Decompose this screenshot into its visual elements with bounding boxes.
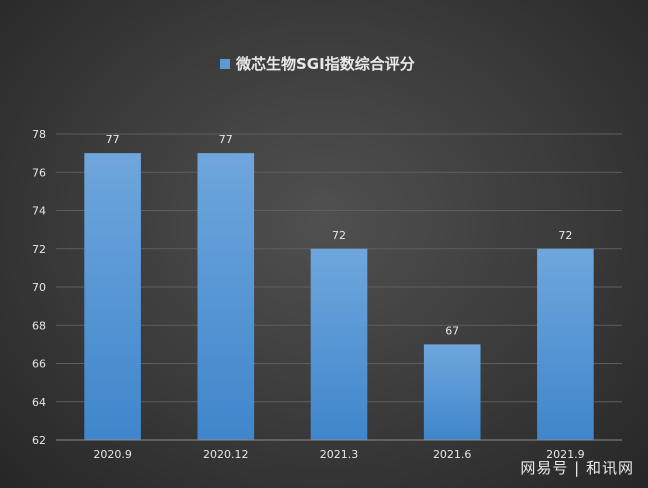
x-tick-label: 2021.3 [320, 448, 359, 461]
data-label: 67 [445, 324, 459, 337]
bar [310, 248, 368, 440]
y-tick-label: 68 [32, 319, 46, 332]
x-tick-label: 2021.6 [433, 448, 472, 461]
bar [423, 344, 481, 440]
y-tick-label: 66 [32, 358, 46, 371]
data-label: 72 [558, 229, 572, 242]
x-tick-label: 2020.9 [93, 448, 132, 461]
y-tick-label: 70 [32, 281, 46, 294]
x-axis-ticks: 2020.9 2020.12 2021.3 2021.6 2021.9 [93, 448, 584, 461]
y-tick-label: 76 [32, 166, 46, 179]
data-label: 72 [332, 229, 346, 242]
data-label: 77 [106, 133, 120, 146]
bars [84, 153, 594, 440]
y-tick-label: 62 [32, 434, 46, 447]
y-tick-label: 64 [32, 396, 46, 409]
legend-swatch [220, 59, 230, 69]
bar [84, 153, 141, 440]
data-label: 77 [219, 133, 233, 146]
chart-title: 微芯生物SGI指数综合评分 [235, 55, 415, 73]
y-tick-label: 72 [32, 243, 46, 256]
x-tick-label: 2021.9 [546, 448, 585, 461]
bar [537, 248, 594, 440]
y-axis-ticks: 62 64 66 68 70 72 74 76 78 [32, 128, 46, 447]
x-tick-label: 2020.12 [203, 448, 249, 461]
y-tick-label: 78 [32, 128, 46, 141]
data-labels: 77 77 72 67 72 [106, 133, 573, 337]
bar [197, 153, 255, 440]
chart-legend: 微芯生物SGI指数综合评分 [220, 55, 415, 73]
watermark: 网易号 | 和讯网 [520, 459, 634, 477]
y-tick-label: 74 [32, 205, 46, 218]
